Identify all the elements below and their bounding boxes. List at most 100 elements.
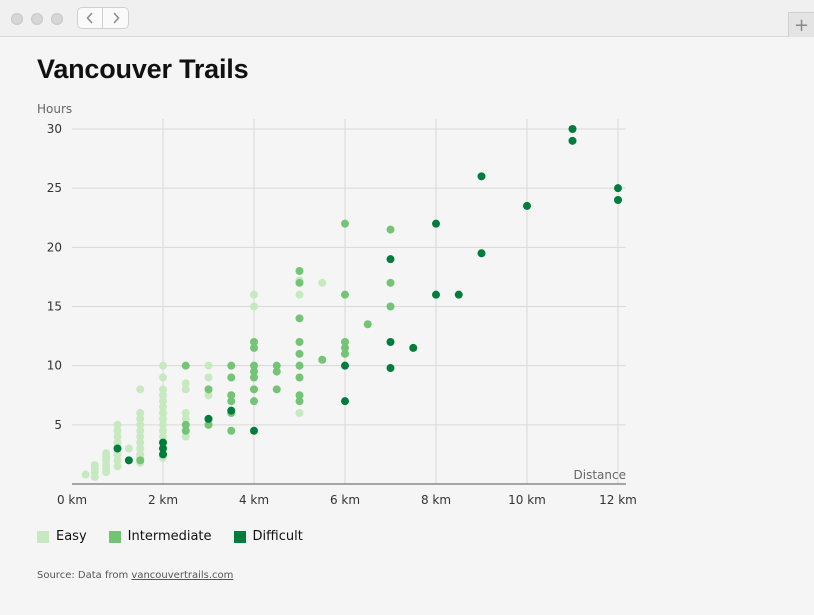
data-point-easy[interactable] [113,462,122,471]
data-point-intermediate[interactable] [341,349,349,358]
data-point-easy[interactable] [136,420,145,429]
data-point-intermediate[interactable] [295,373,304,382]
data-point-easy[interactable] [181,385,190,394]
data-point-intermediate[interactable] [363,320,372,329]
data-point-easy[interactable] [159,414,167,423]
data-point-easy[interactable] [136,385,145,394]
data-point-intermediate[interactable] [227,397,236,406]
data-point-intermediate[interactable] [181,426,190,435]
data-point-intermediate[interactable] [295,267,304,275]
data-point-intermediate[interactable] [341,219,349,228]
back-button[interactable] [77,7,103,29]
legend-item-intermediate[interactable]: Intermediate [108,529,212,544]
data-point-intermediate[interactable] [341,343,349,352]
data-point-easy[interactable] [181,379,190,388]
data-point-difficult[interactable] [409,343,418,352]
data-point-intermediate[interactable] [272,361,281,370]
data-point-easy[interactable] [204,361,213,370]
minimize-window-button[interactable] [31,13,43,25]
data-point-intermediate[interactable] [295,391,304,400]
data-point-easy[interactable] [136,432,145,441]
data-point-intermediate[interactable] [341,290,349,299]
data-point-easy[interactable] [181,432,190,441]
data-point-difficult[interactable] [477,249,486,258]
data-point-easy[interactable] [181,409,190,417]
data-point-intermediate[interactable] [227,426,236,435]
data-point-easy[interactable] [295,290,304,299]
data-point-easy[interactable] [159,373,167,382]
data-point-intermediate[interactable] [250,343,258,352]
data-point-easy[interactable] [113,456,122,465]
data-point-easy[interactable] [113,432,122,441]
data-point-easy[interactable] [136,426,145,435]
data-point-easy[interactable] [159,397,167,406]
legend-item-difficult[interactable]: Difficult [233,529,303,544]
data-point-intermediate[interactable] [181,361,190,370]
data-point-easy[interactable] [159,432,167,441]
data-point-intermediate[interactable] [250,397,258,406]
data-point-easy[interactable] [136,414,145,423]
data-point-difficult[interactable] [568,136,577,145]
data-point-easy[interactable] [159,409,167,417]
data-point-easy[interactable] [136,409,145,417]
forward-button[interactable] [103,7,129,29]
data-point-intermediate[interactable] [250,385,258,394]
data-point-easy[interactable] [102,449,111,458]
data-point-difficult[interactable] [204,414,213,423]
data-point-difficult[interactable] [432,290,440,299]
data-point-easy[interactable] [159,361,167,370]
data-point-difficult[interactable] [477,172,486,181]
data-point-difficult[interactable] [568,125,577,133]
data-point-intermediate[interactable] [227,391,236,400]
data-point-easy[interactable] [113,450,122,459]
data-point-easy[interactable] [136,444,145,453]
data-point-intermediate[interactable] [295,338,304,346]
data-point-difficult[interactable] [386,255,395,264]
data-point-easy[interactable] [318,278,327,287]
data-point-difficult[interactable] [250,426,258,435]
data-point-intermediate[interactable] [227,373,236,382]
data-point-intermediate[interactable] [386,225,395,234]
legend-item-easy[interactable]: Easy [37,529,87,544]
data-point-difficult[interactable] [159,438,167,447]
data-point-difficult[interactable] [227,406,236,415]
data-point-intermediate[interactable] [227,361,236,370]
data-point-easy[interactable] [159,391,167,400]
data-point-easy[interactable] [136,438,145,447]
data-point-difficult[interactable] [614,196,622,204]
data-point-intermediate[interactable] [341,338,349,346]
data-point-intermediate[interactable] [204,420,213,429]
data-point-easy[interactable] [90,461,99,470]
data-point-easy[interactable] [136,450,145,459]
data-point-easy[interactable] [204,373,213,382]
data-point-intermediate[interactable] [272,367,281,376]
close-window-button[interactable] [11,13,23,25]
data-point-easy[interactable] [250,302,258,311]
data-point-difficult[interactable] [523,201,531,210]
data-point-intermediate[interactable] [386,278,395,287]
data-point-intermediate[interactable] [250,338,258,346]
data-point-difficult[interactable] [124,456,133,465]
data-point-easy[interactable] [250,290,258,299]
data-point-difficult[interactable] [113,444,122,453]
data-point-difficult[interactable] [386,338,395,346]
data-point-easy[interactable] [113,420,122,429]
data-point-intermediate[interactable] [295,278,304,287]
data-point-intermediate[interactable] [295,397,304,406]
data-point-intermediate[interactable] [272,385,281,394]
zoom-window-button[interactable] [51,13,63,25]
data-point-difficult[interactable] [386,364,395,373]
source-link[interactable]: vancouvertrails.com [131,570,234,581]
data-point-easy[interactable] [159,403,167,412]
data-point-easy[interactable] [81,470,90,479]
data-point-intermediate[interactable] [181,420,190,429]
data-point-easy[interactable] [159,426,167,435]
data-point-intermediate[interactable] [318,355,327,364]
data-point-easy[interactable] [204,391,213,400]
data-point-intermediate[interactable] [250,367,258,376]
data-point-intermediate[interactable] [386,302,395,311]
data-point-intermediate[interactable] [204,385,213,394]
data-point-intermediate[interactable] [295,349,304,358]
data-point-difficult[interactable] [454,290,463,299]
data-point-difficult[interactable] [159,450,167,459]
